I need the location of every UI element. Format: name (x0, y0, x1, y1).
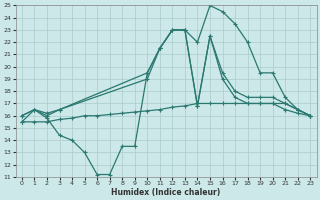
X-axis label: Humidex (Indice chaleur): Humidex (Indice chaleur) (111, 188, 221, 197)
